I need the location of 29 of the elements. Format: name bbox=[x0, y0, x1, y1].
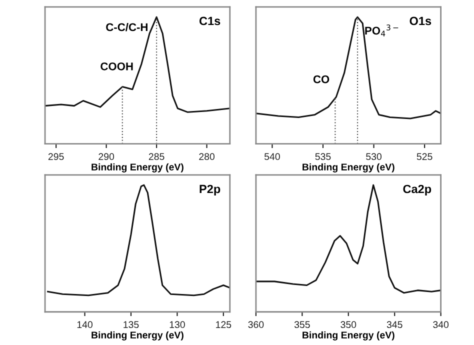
x-tick-label: 290 bbox=[98, 153, 114, 160]
x-tick-label: 525 bbox=[416, 153, 432, 160]
x-tick-label: 355 bbox=[294, 321, 310, 328]
x-axis-title: Binding Energy (eV) bbox=[92, 163, 184, 172]
x-tick-label: 140 bbox=[77, 321, 93, 328]
x-tick-label: 285 bbox=[148, 153, 164, 160]
chart-title: P2p bbox=[200, 184, 220, 196]
x-tick-label: 130 bbox=[170, 321, 185, 328]
x-axis-title: Binding Energy (eV) bbox=[302, 331, 394, 340]
x-axis-title: Binding Energy (eV) bbox=[302, 163, 394, 172]
x-tick-label: 135 bbox=[124, 321, 139, 328]
x-tick-label: 360 bbox=[248, 321, 264, 328]
x-tick-label: 540 bbox=[264, 153, 280, 160]
x-tick-label: 340 bbox=[433, 321, 449, 328]
x-tick-label: 125 bbox=[216, 321, 232, 328]
x-tick-label: 530 bbox=[366, 153, 382, 160]
x-tick-label: 350 bbox=[340, 321, 356, 328]
x-tick-label: 295 bbox=[48, 153, 64, 160]
x-tick-label: 345 bbox=[386, 321, 402, 328]
annotation: CO bbox=[313, 75, 330, 84]
chart-title: O1s bbox=[410, 16, 432, 26]
chart-title: C1s bbox=[199, 16, 220, 26]
annotation: COOH bbox=[100, 62, 133, 70]
annotation: PO$_{4}$$^{3−}$ bbox=[365, 24, 398, 36]
x-tick-label: 280 bbox=[199, 153, 215, 160]
x-tick-label: 535 bbox=[315, 153, 331, 160]
annotation: C-C/C-H bbox=[106, 22, 148, 32]
x-axis-title: Binding Energy (eV) bbox=[92, 331, 184, 340]
chart-title: Ca2p bbox=[403, 184, 432, 196]
